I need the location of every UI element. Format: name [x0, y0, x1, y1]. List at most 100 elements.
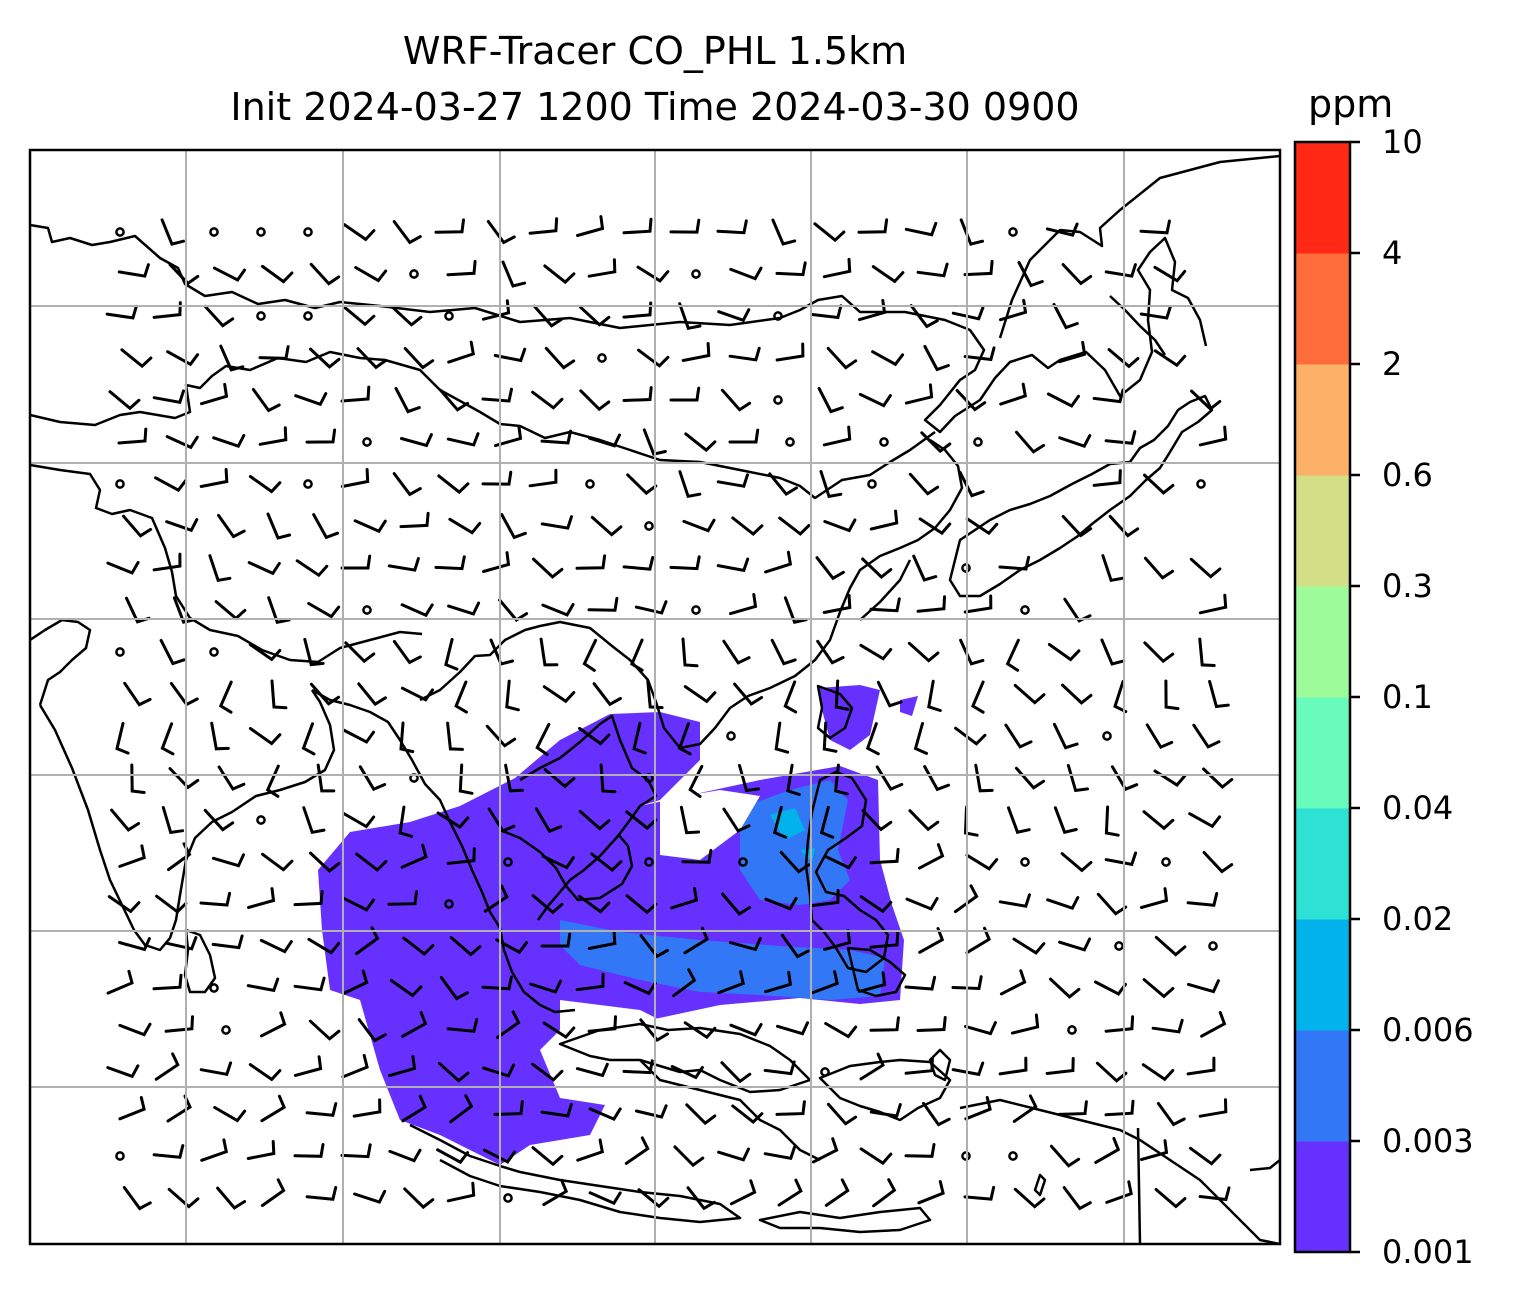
wind-barb — [1007, 806, 1031, 834]
wind-barb — [1189, 1146, 1222, 1166]
wind-barb — [391, 305, 423, 327]
wind-barb — [1186, 1056, 1216, 1076]
wind-barb — [118, 844, 146, 868]
wind-barb — [1049, 1144, 1081, 1168]
wind-barb — [1142, 810, 1175, 831]
wind-barb — [164, 936, 198, 951]
wind-barb — [341, 969, 369, 996]
wind-barb — [356, 347, 388, 370]
colorbar — [1293, 140, 1360, 1254]
wind-barb — [682, 518, 716, 533]
wind-barb — [1013, 683, 1046, 705]
wind-barb — [826, 1102, 858, 1126]
wind-barb — [403, 1187, 435, 1210]
calm-wind-marker — [409, 269, 419, 279]
wind-barb — [1198, 425, 1228, 447]
wind-barb — [1052, 303, 1079, 330]
wind-barb — [909, 304, 939, 329]
wind-barb — [439, 388, 470, 412]
calm-wind-marker — [1161, 857, 1171, 867]
wind-barb — [729, 1179, 757, 1206]
wind-barb — [483, 884, 509, 913]
wind-barb — [309, 682, 341, 706]
wind-barb — [824, 1022, 858, 1039]
wind-barb — [823, 854, 857, 870]
wind-barb — [859, 1147, 893, 1166]
wind-barb — [681, 848, 713, 864]
wind-barb — [731, 1104, 764, 1124]
wind-barb — [1142, 978, 1175, 999]
wind-barb — [117, 263, 150, 278]
wind-barb — [110, 808, 141, 832]
wind-barb — [678, 470, 702, 499]
calm-wind-marker — [362, 437, 372, 447]
wind-barb — [824, 1178, 850, 1207]
wind-barb — [203, 304, 235, 328]
wind-barb — [293, 1055, 323, 1077]
wind-barb — [904, 383, 934, 405]
wind-barb — [963, 346, 996, 362]
wind-barb — [587, 596, 619, 612]
wind-barb — [154, 1052, 180, 1081]
wind-barb — [481, 299, 511, 321]
wind-barb — [1107, 348, 1140, 369]
wind-barb — [822, 257, 852, 279]
wind-barb — [106, 561, 140, 575]
wind-barb — [763, 1060, 796, 1076]
wind-barb — [458, 763, 474, 795]
wind-barb — [1190, 389, 1222, 411]
wind-barb — [353, 519, 387, 534]
wind-barb — [1045, 1057, 1075, 1075]
wind-barb — [721, 892, 752, 916]
wind-barb — [540, 932, 572, 948]
wind-barb — [308, 1019, 341, 1041]
wind-barb — [1104, 1099, 1135, 1117]
wind-barb — [1143, 641, 1175, 664]
wind-barb — [399, 721, 415, 754]
wind-barb — [1154, 1188, 1187, 1209]
calm-wind-marker — [1067, 1025, 1077, 1035]
wind-barb — [108, 390, 141, 411]
wind-barb — [340, 554, 372, 570]
wind-barb — [670, 1065, 704, 1080]
wind-barb — [869, 847, 900, 865]
wind-barb — [716, 473, 749, 488]
wind-barb — [532, 304, 564, 328]
wind-barb — [823, 929, 852, 951]
wind-barb — [646, 679, 664, 710]
wind-barb — [642, 428, 667, 456]
wind-barb — [307, 937, 341, 955]
wind-barb — [260, 1094, 286, 1123]
wind-barb — [1198, 1186, 1231, 1202]
calm-wind-marker — [1008, 1151, 1018, 1161]
wind-barb — [168, 263, 200, 286]
wind-barb — [951, 975, 983, 991]
wind-barb — [813, 222, 846, 243]
wind-barb — [270, 679, 288, 710]
wind-barb — [634, 1104, 668, 1119]
wind-barb — [774, 721, 790, 754]
wind-barb — [529, 979, 563, 994]
wind-barb — [579, 305, 611, 327]
calm-wind-marker — [1020, 857, 1030, 867]
wind-barb — [246, 1140, 276, 1160]
calm-wind-marker — [209, 227, 219, 237]
wind-barb — [685, 1103, 717, 1126]
wind-barb — [1094, 1136, 1121, 1164]
wind-barb — [392, 640, 422, 665]
colorbar-bin — [1295, 808, 1350, 920]
wind-barb — [731, 516, 764, 536]
wind-barb — [859, 895, 893, 914]
calm-wind-marker — [644, 521, 654, 531]
wind-barb — [106, 969, 134, 995]
wind-barb — [316, 763, 336, 793]
wind-barb — [1140, 1139, 1169, 1161]
wind-barb — [834, 679, 850, 711]
wind-barb — [738, 764, 760, 793]
wind-barb — [817, 386, 844, 414]
wind-barb — [1139, 305, 1172, 320]
wind-barb — [203, 808, 235, 832]
wind-barb — [587, 1015, 617, 1033]
wind-barb — [1092, 469, 1122, 487]
calm-wind-marker — [1102, 731, 1112, 741]
